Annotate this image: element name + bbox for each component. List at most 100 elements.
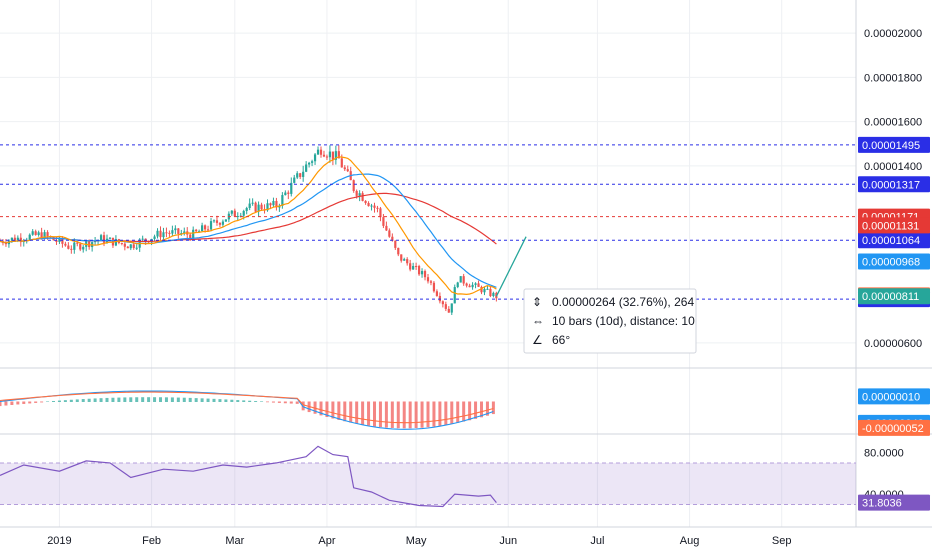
candle-body [10,237,13,241]
candle-body [102,235,106,243]
macd-histogram-bar [40,401,44,403]
measure-tooltip-line: 0.00000264 (32.76%), 264 [552,295,694,309]
candle-body [284,192,287,196]
time-axis-tick: May [406,535,427,547]
macd-histogram-bar [438,401,442,426]
candle-body [195,229,198,232]
grid [0,0,856,527]
candle-body [201,225,204,232]
macd-histogram-bar [182,397,186,402]
candle-body [165,232,168,234]
macd-histogram-bar [480,401,483,418]
price-level-badge-box [858,232,930,249]
candle-body [55,240,58,242]
macd-histogram-bar [159,397,162,402]
candle-body [373,205,376,208]
rsi-line [0,445,497,508]
candle-body [391,236,394,241]
macd-histogram-bar [147,397,151,402]
candle-body [403,259,406,261]
candle-body [296,173,299,178]
candle-body [123,243,126,247]
macd-histogram-bar [87,398,91,402]
macd-histogram-bar [194,398,198,402]
macd-histogram-bar [432,401,436,427]
price-indicator-badge-box [858,217,930,234]
time-axis-tick: Mar [225,535,244,547]
price-level-badge: 0.00001495 [858,136,930,153]
macd-badge: 0.00000010 [858,388,930,405]
macd-histogram-bar [176,397,180,402]
candle-body [447,308,450,313]
macd-histogram-bar [212,398,216,402]
macd-histogram-bar [93,398,97,402]
macd-histogram-bar [242,400,246,402]
candle-body [245,208,248,211]
candle-body [340,158,343,168]
macd-histogram-bar [343,401,347,422]
price-indicator-badge: 0.00001131 [858,217,930,234]
price-indicator-badge-label: 0.00000811 [862,291,919,303]
candle-body [325,156,329,158]
price-axis-tick: 0.00001400 [864,161,922,173]
macd-histogram-bar [117,397,121,402]
price-level-badge: 0.00001317 [858,176,930,193]
macd-histogram-bar [170,397,174,402]
macd-histogram-bar [331,401,335,419]
macd-histogram-bar [325,401,329,417]
macd-histogram-bar [22,401,26,404]
candle-body [462,276,465,284]
macd-histogram-bar [367,401,371,426]
candle-body [70,248,73,250]
macd-histogram-bar [248,400,252,402]
measure-tooltip-line: 66° [552,333,570,347]
ma-blue-line [0,173,497,288]
macd-histogram-bar [4,401,8,406]
candle-body [64,243,67,246]
candle-body [132,244,135,248]
candle-body [293,177,296,183]
candle-body [174,228,177,231]
candle-body [319,149,323,155]
candle-body [183,231,186,234]
price-axis-tick: 0.00001600 [864,117,922,129]
price-level-badge-box [858,136,930,153]
candle-body [212,220,216,222]
candle-body [266,203,269,211]
macd-histogram-bar [462,401,466,422]
candle-body [287,192,290,194]
rsi-current-badge-box [858,494,930,511]
measure-tooltip: ⇕ 0.00000264 (32.76%), 264 ⇔ 10 bars (10d),… [523,288,697,354]
price-axis-tick: 0.00001800 [864,72,922,84]
macd-histogram-bar [474,401,478,419]
rsi-current-badge: 31.8036 [858,494,930,511]
candle-body [221,221,225,225]
candle-body [82,246,85,250]
macd-histogram-bar [164,397,168,402]
macd-histogram-bar [373,401,376,427]
candle-body [426,277,430,282]
time-axis-tick: Jul [590,535,604,547]
candle-body [328,151,332,158]
macd-histogram-bar [420,401,424,428]
macd-histogram-bar [141,397,145,402]
macd-histogram-bar [218,399,222,402]
candle-body [251,202,254,204]
macd-histogram-bar [63,400,67,402]
measure-tooltip-box [523,288,697,354]
macd-histogram-bar [283,401,287,404]
macd-badge-box [858,388,930,405]
measure-tooltip-icon: ∠ [532,333,543,347]
price-indicator-badge-label: 0.00000968 [862,256,920,268]
candle-body [224,219,227,222]
macd-histogram-bar [266,401,269,403]
candle-body [316,149,320,155]
candle-body [16,237,19,242]
candle-body [153,236,156,239]
macd-histogram-bar [361,401,365,425]
price-axis-tick: 0.00000600 [864,338,922,350]
candle-body [189,234,192,239]
candle-body [242,210,245,216]
macd-histogram-bar [319,401,323,416]
